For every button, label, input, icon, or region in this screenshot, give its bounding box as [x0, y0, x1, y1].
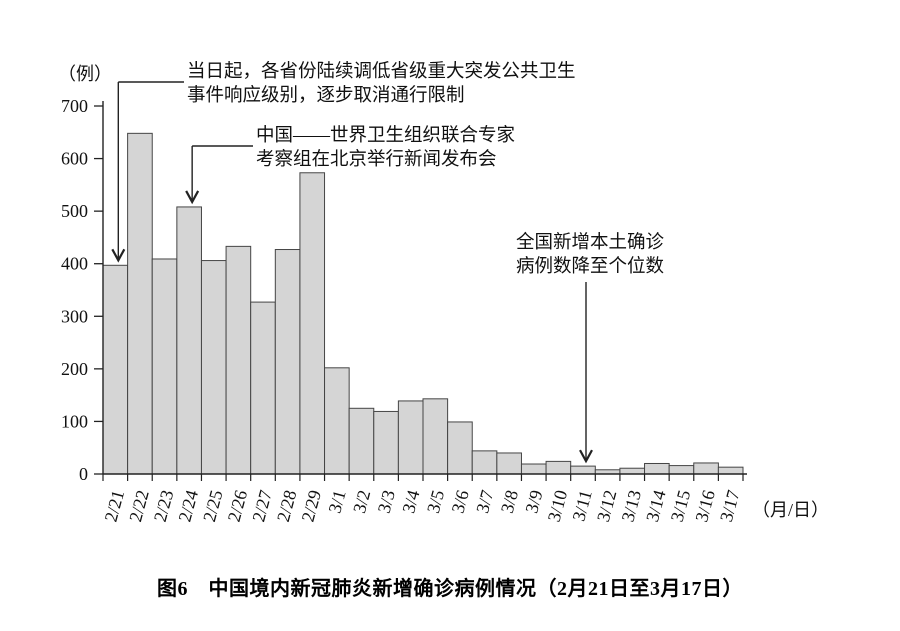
annotation-line: 病例数降至个位数: [516, 256, 664, 277]
x-axis-tick-label: 3/4: [398, 488, 423, 515]
x-axis-tick-label: 2/23: [150, 488, 178, 524]
x-axis-tick-label: 2/22: [125, 488, 153, 524]
y-axis-tick-label: 500: [61, 201, 88, 221]
x-axis-tick-label: 3/8: [497, 488, 522, 515]
x-axis-tick-label: 3/2: [349, 488, 374, 515]
y-axis-tick-label: 400: [61, 254, 88, 274]
y-axis-tick-label: 100: [61, 411, 88, 431]
y-axis-ticks: 0 100 200 300 400 500 600 700: [61, 96, 103, 484]
y-axis-unit-label: （例）: [58, 64, 112, 84]
x-axis-tick-label: 3/14: [642, 488, 670, 524]
bar-2-29: [299, 172, 326, 475]
bar-3-11: [570, 465, 596, 475]
y-axis-tick-label: 600: [61, 149, 88, 169]
bar-2-25: [200, 260, 227, 475]
x-axis-tick-label: 3/3: [374, 488, 399, 515]
annotation-line: 考察组在北京举行新闻发布会: [256, 149, 497, 170]
y-axis-tick-label: 700: [61, 96, 88, 116]
arrow-down-icon: [111, 248, 126, 263]
bar-3-16: [693, 462, 719, 475]
bar-2-21: [102, 264, 129, 475]
y-axis-tick-label: 0: [79, 464, 88, 484]
bars-group: [102, 132, 744, 475]
bar-3-1: [324, 367, 350, 475]
y-axis-tick-label: 200: [61, 359, 88, 379]
bar-chart: 01002003004005006007002/212/222/232/242/…: [58, 61, 829, 524]
x-axis-tick-label: 2/26: [224, 488, 252, 524]
bar-2-27: [250, 301, 276, 475]
bar-2-22: [127, 132, 153, 475]
bar-3-8: [496, 452, 522, 475]
x-axis-tick-label: 3/7: [472, 488, 497, 515]
x-axis-tick-label: 3/11: [568, 488, 595, 523]
x-axis-tick-label: 3/1: [324, 488, 349, 515]
bar-3-6: [447, 421, 473, 475]
bar-2-26: [225, 245, 252, 475]
bar-3-2: [348, 407, 375, 475]
x-axis-tick-label: 2/27: [248, 488, 276, 524]
x-axis-ticks: 2/212/222/232/242/252/262/272/282/29 3/1 3…: [101, 474, 744, 524]
x-axis-tick-label: 3/15: [667, 488, 695, 524]
bar-3-17: [717, 466, 744, 475]
annotation-line: 中国——世界卫生组织联合专家: [256, 125, 515, 146]
x-axis-unit-label: （月/日）: [752, 500, 829, 520]
arrow-down-icon: [185, 190, 200, 205]
x-axis-tick-label: 3/13: [617, 488, 645, 524]
annotation-line: 当日起，各省份陆续调低省级重大突发公共卫生: [187, 61, 576, 82]
bar-3-13: [619, 467, 646, 475]
bar-3-4: [397, 400, 424, 475]
x-axis-tick-label: 3/6: [448, 488, 473, 515]
bar-2-24: [176, 206, 202, 475]
bar-2-23: [151, 258, 178, 475]
x-axis-tick-label: 3/17: [716, 488, 744, 524]
bar-3-10: [545, 460, 572, 475]
bar-3-3: [373, 410, 399, 475]
x-axis-tick-label: 2/28: [273, 488, 301, 524]
bar-3-5: [422, 398, 449, 475]
bar-3-14: [644, 462, 670, 475]
bar-3-9: [520, 463, 547, 475]
bar-3-15: [668, 465, 695, 475]
x-axis-tick-label: 2/21: [101, 488, 129, 524]
annotation-line: 事件响应级别，逐步取消通行限制: [187, 85, 465, 106]
x-axis-tick-label: 3/16: [691, 488, 719, 524]
x-axis-tick-label: 3/9: [521, 488, 546, 515]
x-axis-tick-label: 3/12: [593, 488, 621, 524]
x-axis-tick-label: 2/29: [297, 488, 325, 524]
bar-3-7: [471, 450, 498, 475]
x-axis-tick-label: 3/5: [423, 488, 448, 515]
arrow-down-icon: [579, 449, 593, 464]
x-axis-tick-label: 2/25: [199, 488, 227, 524]
x-axis-tick-label: 2/24: [174, 488, 202, 524]
annotation-line: 全国新增本土确诊: [516, 232, 665, 253]
x-axis-tick-label: 3/10: [544, 488, 572, 524]
bar-2-28: [274, 249, 301, 475]
y-axis-tick-label: 300: [61, 306, 88, 326]
figure-caption: 图6 中国境内新冠肺炎新增确诊病例情况（2月21日至3月17日）: [157, 578, 743, 600]
